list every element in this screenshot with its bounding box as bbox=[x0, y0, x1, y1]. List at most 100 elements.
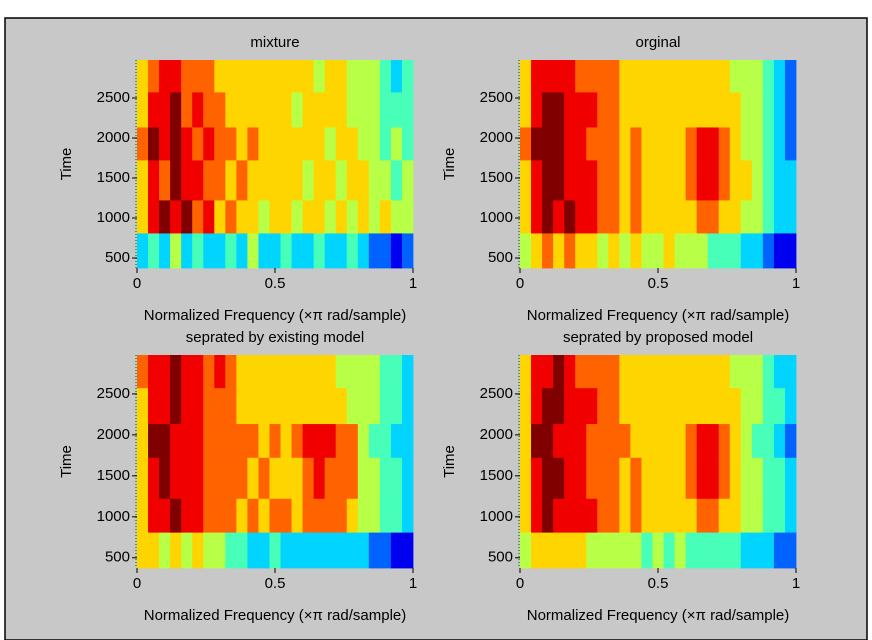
heatmap-cell bbox=[784, 532, 797, 569]
heatmap-cell bbox=[324, 92, 337, 128]
heatmap-cell bbox=[357, 200, 370, 234]
y-tick-label: 500 bbox=[488, 549, 513, 566]
heatmap-cell bbox=[313, 457, 326, 499]
heatmap-cell bbox=[368, 355, 381, 389]
heatmap-cell bbox=[564, 160, 576, 201]
heatmap-cell bbox=[203, 233, 215, 269]
heatmap-cell bbox=[729, 355, 742, 389]
heatmap-cell bbox=[401, 457, 414, 499]
y-tick-label: 1500 bbox=[480, 467, 513, 484]
heatmap-cell bbox=[619, 387, 631, 425]
heatmap-cell bbox=[575, 60, 587, 93]
heatmap-cell bbox=[357, 498, 370, 533]
x-tick-label: 0.5 bbox=[265, 575, 286, 592]
x-tick-label: 1 bbox=[792, 275, 800, 292]
heatmap-cell bbox=[619, 200, 631, 234]
heatmap-cell bbox=[258, 355, 270, 389]
heatmap-cell bbox=[137, 127, 149, 161]
heatmap-cell bbox=[553, 457, 565, 499]
heatmap-cell bbox=[225, 127, 237, 161]
x-axis-label: Normalized Frequency (×π rad/sample) bbox=[144, 307, 407, 324]
heatmap-cell bbox=[269, 423, 281, 458]
y-tick-label: 2500 bbox=[97, 89, 130, 106]
heatmap-cell bbox=[335, 423, 348, 458]
heatmap-cell bbox=[159, 233, 171, 269]
heatmap-cell bbox=[597, 498, 609, 533]
heatmap-cell bbox=[630, 60, 642, 93]
heatmap-cell bbox=[159, 387, 171, 425]
heatmap-cell bbox=[718, 92, 731, 128]
heatmap-cell bbox=[181, 60, 193, 93]
heatmap-cell bbox=[214, 60, 226, 93]
heatmap-cell bbox=[751, 92, 764, 128]
heatmap-cell bbox=[346, 457, 359, 499]
heatmap-cell bbox=[379, 127, 392, 161]
y-tick-label: 1000 bbox=[480, 508, 513, 525]
heatmap-cell bbox=[214, 200, 226, 234]
heatmap-cell bbox=[390, 423, 403, 458]
heatmap-cell bbox=[291, 355, 303, 389]
heatmap-cell bbox=[280, 200, 292, 234]
heatmap-cell bbox=[203, 498, 215, 533]
heatmap-cell bbox=[674, 387, 686, 425]
heatmap-cell bbox=[181, 200, 193, 234]
heatmap-cell bbox=[740, 60, 753, 93]
heatmap-cell bbox=[707, 355, 720, 389]
heatmap-cell bbox=[324, 355, 337, 389]
y-tick-label: 1000 bbox=[480, 209, 513, 226]
heatmap-cell bbox=[663, 233, 675, 269]
heatmap-cell bbox=[313, 423, 326, 458]
heatmap-cell bbox=[269, 532, 281, 569]
heatmap-cell bbox=[192, 200, 204, 234]
heatmap-cell bbox=[280, 457, 292, 499]
heatmap-cell bbox=[520, 532, 532, 569]
heatmap-cell bbox=[740, 233, 753, 269]
heatmap-cell bbox=[641, 457, 653, 499]
heatmap-cell bbox=[663, 160, 675, 201]
heatmap-cell bbox=[203, 60, 215, 93]
heatmap-cell bbox=[368, 532, 381, 569]
heatmap-cell bbox=[236, 532, 248, 569]
y-tick-label: 500 bbox=[105, 249, 130, 266]
heatmap-cell bbox=[291, 92, 303, 128]
heatmap-cell bbox=[181, 387, 193, 425]
heatmap-cell bbox=[137, 532, 149, 569]
heatmap-cell bbox=[181, 160, 193, 201]
heatmap-cell bbox=[520, 457, 532, 499]
heatmap-cell bbox=[773, 498, 786, 533]
heatmap-cell bbox=[597, 233, 609, 269]
heatmap-cell bbox=[718, 233, 731, 269]
heatmap-cell bbox=[707, 498, 720, 533]
heatmap-cell bbox=[148, 160, 160, 201]
heatmap-cell bbox=[619, 160, 631, 201]
heatmap-cell bbox=[313, 127, 326, 161]
heatmap-cell bbox=[346, 498, 359, 533]
heatmap-cell bbox=[652, 233, 664, 269]
heatmap-cell bbox=[280, 160, 292, 201]
heatmap-cell bbox=[784, 60, 797, 93]
subplot-title: mixture bbox=[250, 34, 299, 51]
heatmap-cell bbox=[291, 532, 303, 569]
heatmap-cell bbox=[718, 60, 731, 93]
heatmap-cell bbox=[674, 233, 686, 269]
heatmap-cell bbox=[630, 423, 642, 458]
heatmap-cell bbox=[564, 233, 576, 269]
heatmap-cell bbox=[291, 160, 303, 201]
heatmap-cell bbox=[269, 127, 281, 161]
heatmap-cell bbox=[586, 160, 598, 201]
heatmap-cell bbox=[137, 498, 149, 533]
heatmap-cell bbox=[203, 355, 215, 389]
heatmap-cell bbox=[346, 387, 359, 425]
heatmap-cell bbox=[685, 200, 698, 234]
heatmap-cell bbox=[258, 387, 270, 425]
heatmap-cell bbox=[542, 355, 554, 389]
heatmap-cell bbox=[390, 532, 403, 569]
heatmap-cell bbox=[652, 60, 664, 93]
heatmap-cell bbox=[269, 233, 281, 269]
heatmap-cell bbox=[652, 532, 664, 569]
heatmap-cell bbox=[531, 160, 543, 201]
heatmap-cell bbox=[553, 387, 565, 425]
heatmap-cell bbox=[586, 498, 598, 533]
heatmap-cell bbox=[302, 355, 315, 389]
heatmap-cell bbox=[335, 160, 348, 201]
